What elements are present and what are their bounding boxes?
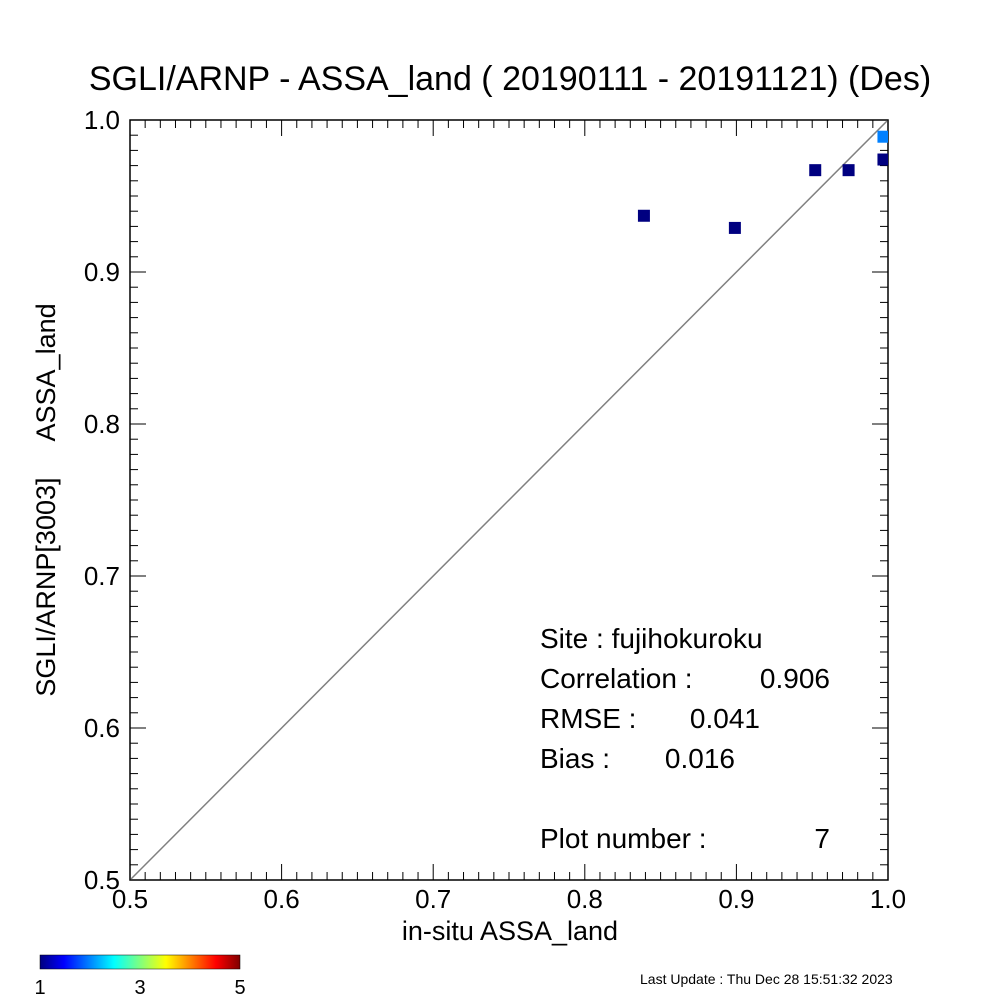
x-tick-label: 0.9 xyxy=(718,884,754,914)
x-axis-label: in-situ ASSA_land xyxy=(402,916,618,946)
x-tick-label: 0.8 xyxy=(567,884,603,914)
stats-panel: Site : fujihokuroku Correlation : 0.906 … xyxy=(540,623,830,854)
last-update: Last Update : Thu Dec 28 15:51:32 2023 xyxy=(640,971,893,987)
plot-number-label: Plot number : xyxy=(540,823,707,854)
x-tick-label: 1.0 xyxy=(870,884,906,914)
colorbar-gradient xyxy=(39,954,241,970)
colorbar-label-max: 5 xyxy=(234,977,245,999)
colorbar-label-min: 1 xyxy=(34,977,45,999)
one-to-one-line xyxy=(129,119,889,881)
y-tick-label: 0.5 xyxy=(84,865,120,895)
data-point xyxy=(877,153,888,166)
bias-value: 0.016 xyxy=(665,743,735,774)
bias-label: Bias : xyxy=(540,743,610,774)
data-point xyxy=(809,164,822,177)
data-point xyxy=(842,164,855,177)
plot-area xyxy=(129,119,889,881)
colorbar-label-mid: 3 xyxy=(134,977,145,999)
data-points xyxy=(637,130,888,234)
correlation-value: 0.906 xyxy=(760,663,830,694)
x-tick-label: 0.6 xyxy=(264,884,300,914)
rmse-label: RMSE : xyxy=(540,703,636,734)
site-label: Site : fujihokuroku xyxy=(540,623,763,654)
plot-number-value: 7 xyxy=(814,823,830,854)
y-tick-label: 0.9 xyxy=(84,257,120,287)
x-tick-label: 0.5 xyxy=(112,884,148,914)
data-point xyxy=(728,221,741,234)
axis-ticks: 0.5 0.6 0.7 0.8 0.9 1.0 0.5 0.6 0.7 0.8 0.9 1.0 xyxy=(84,105,906,914)
y-tick-label: 0.6 xyxy=(84,713,120,743)
data-point xyxy=(637,209,650,222)
y-axis-label: SGLI/ARNP[3003] ASSA_land xyxy=(31,303,61,696)
rmse-value: 0.041 xyxy=(690,703,760,734)
data-point xyxy=(877,130,888,143)
y-tick-label: 0.8 xyxy=(84,409,120,439)
correlation-label: Correlation : xyxy=(540,663,693,694)
x-tick-label: 0.7 xyxy=(415,884,451,914)
colorbar: 1 3 5 xyxy=(34,954,246,999)
chart-title: SGLI/ARNP - ASSA_land ( 20190111 - 20191… xyxy=(89,60,931,98)
y-tick-label: 0.7 xyxy=(84,561,120,591)
y-tick-label: 1.0 xyxy=(84,105,120,135)
